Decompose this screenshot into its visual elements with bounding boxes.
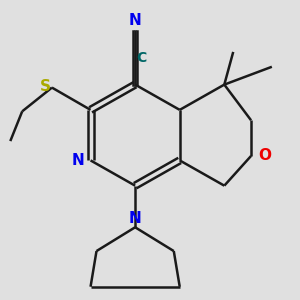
Text: O: O xyxy=(259,148,272,164)
Text: C: C xyxy=(136,51,147,65)
Text: N: N xyxy=(72,153,85,168)
Text: S: S xyxy=(39,79,50,94)
Text: N: N xyxy=(129,211,142,226)
Text: N: N xyxy=(129,13,142,28)
